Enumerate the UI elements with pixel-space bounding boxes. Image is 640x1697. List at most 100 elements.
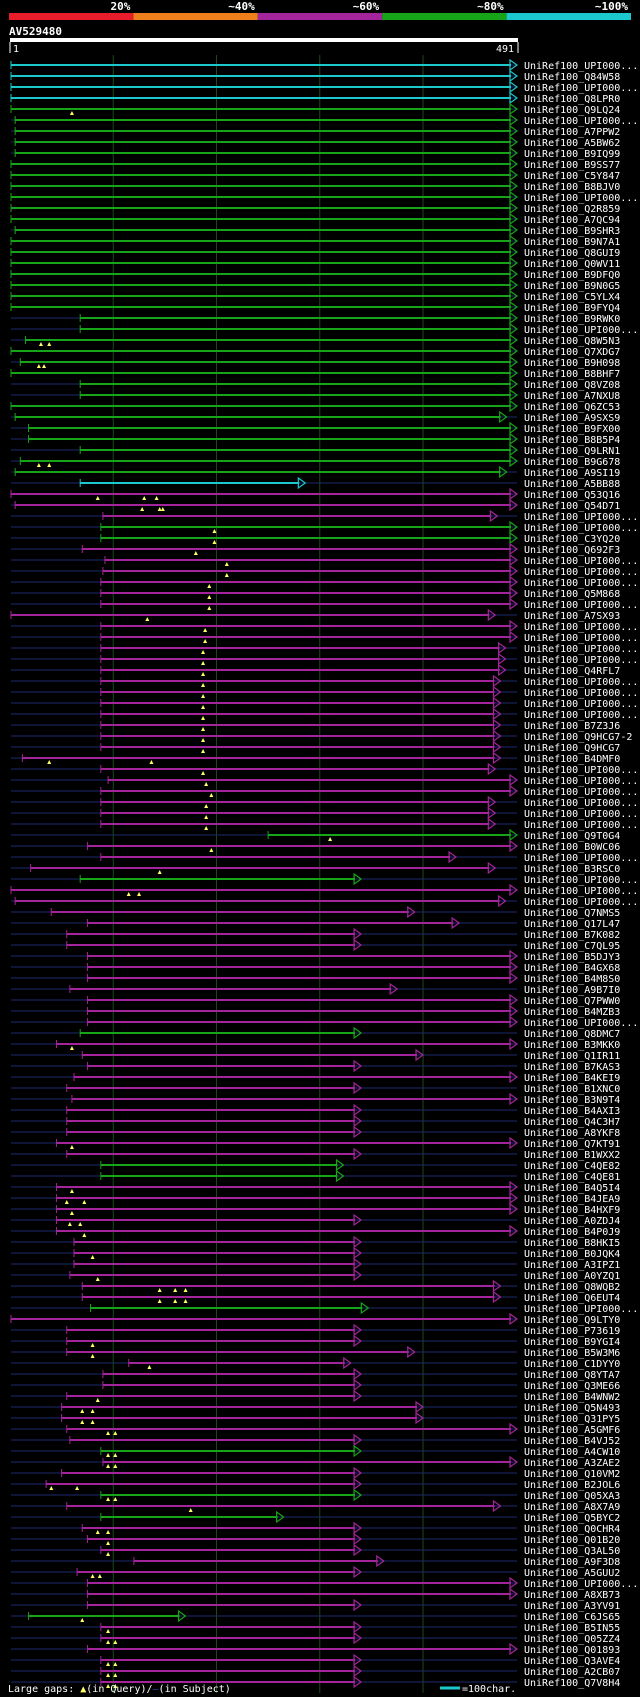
hit-label[interactable]: UniRef100_B4P0J9 [524,1227,620,1238]
hit-label[interactable]: UniRef100_Q9LRN1 [524,446,620,457]
hit-row[interactable]: UniRef100_B3RSC0 [11,861,620,875]
hit-row[interactable]: UniRef100_UPI000... [11,597,638,611]
hit-row[interactable]: UniRef100_Q05ZZ4 [11,1631,620,1645]
hit-row[interactable]: UniRef100_B4DMF0 [11,751,620,765]
hit-row[interactable]: UniRef100_UPI000... [11,652,638,666]
hit-label[interactable]: UniRef100_B4MZB3 [524,1007,620,1018]
hit-label[interactable]: UniRef100_B1WXX2 [524,1150,620,1161]
hit-row[interactable]: UniRef100_UPI000... [11,1015,638,1029]
hit-row[interactable]: UniRef100_B1XNC0 [11,1081,620,1095]
hit-label[interactable]: UniRef100_A7PPW2 [524,127,620,138]
hit-label[interactable]: UniRef100_UPI000... [524,1018,638,1029]
hit-label[interactable]: UniRef100_B4AXI3 [524,1106,620,1117]
hit-row[interactable]: UniRef100_Q8WQB2 [11,1279,620,1293]
hit-row[interactable]: UniRef100_UPI000... [11,795,638,809]
hit-label[interactable]: UniRef100_Q17L47 [524,919,620,930]
hit-row[interactable]: UniRef100_B5DJY3 [11,949,620,963]
hit-row[interactable]: UniRef100_Q3ME66 [11,1378,620,1392]
hit-label[interactable]: UniRef100_B1XNC0 [524,1084,620,1095]
hit-label[interactable]: UniRef100_UPI000... [524,116,638,127]
hit-row[interactable]: UniRef100_Q5BYC2 [11,1510,620,1524]
hit-label[interactable]: UniRef100_Q9HCG7-2 [524,732,632,743]
hit-row[interactable]: UniRef100_Q8DMC7 [11,1026,620,1040]
hit-row[interactable]: UniRef100_B4WNW2 [11,1389,620,1403]
hit-row[interactable]: UniRef100_B7K082 [11,927,620,941]
hit-label[interactable]: UniRef100_UPI000... [524,644,638,655]
hit-row[interactable]: UniRef100_A5BB88 [11,476,620,490]
hit-label[interactable]: UniRef100_UPI000... [524,1304,638,1315]
hit-label[interactable]: UniRef100_Q6ZC53 [524,402,620,413]
hit-label[interactable]: UniRef100_B4GX68 [524,963,620,974]
hit-label[interactable]: UniRef100_A9B7I0 [524,985,620,996]
hit-row[interactable]: UniRef100_UPI000... [11,817,638,831]
hit-row[interactable]: UniRef100_Q0CHR4 [11,1521,620,1535]
hit-row[interactable]: UniRef100_B4HXF9 [11,1202,620,1216]
hit-row[interactable]: UniRef100_UPI000... [11,322,638,336]
hit-label[interactable]: UniRef100_A3YV91 [524,1601,620,1612]
hit-label[interactable]: UniRef100_UPI000... [524,61,638,72]
hit-row[interactable]: UniRef100_UPI000... [11,894,638,908]
hit-label[interactable]: UniRef100_B9N0G5 [524,281,620,292]
hit-row[interactable]: UniRef100_Q8LPR0 [10,91,620,105]
hit-row[interactable]: UniRef100_Q7KT91 [11,1136,620,1150]
hit-label[interactable]: UniRef100_B9FX00 [524,424,620,435]
hit-row[interactable]: UniRef100_P73619 [11,1323,620,1337]
hit-row[interactable]: UniRef100_A7NXU8 [11,388,620,402]
hit-label[interactable]: UniRef100_A5BW62 [524,138,620,149]
hit-row[interactable]: UniRef100_Q8W5N3 [11,333,620,347]
hit-row[interactable]: UniRef100_A9SI19 [11,465,620,479]
hit-label[interactable]: UniRef100_UPI000... [524,820,638,831]
hit-row[interactable]: UniRef100_A7SX93 [10,608,620,622]
hit-row[interactable]: UniRef100_Q9HCG7 [11,740,620,754]
hit-label[interactable]: UniRef100_B9FYQ4 [524,303,620,314]
hit-label[interactable]: UniRef100_B4Q5I4 [524,1183,620,1194]
hit-label[interactable]: UniRef100_Q7V8H4 [524,1678,620,1689]
hit-label[interactable]: UniRef100_Q7PWW0 [524,996,620,1007]
hit-row[interactable]: UniRef100_Q54D71 [11,498,620,512]
hit-label[interactable]: UniRef100_Q9HCG7 [524,743,620,754]
hit-row[interactable]: UniRef100_Q9T0G4 [11,828,620,842]
hit-label[interactable]: UniRef100_B9IQ99 [524,149,620,160]
hit-label[interactable]: UniRef100_UPI000... [524,787,638,798]
hit-row[interactable]: UniRef100_A9SXS9 [11,410,620,424]
hit-label[interactable]: UniRef100_B9SHR3 [524,226,620,237]
hit-row[interactable]: UniRef100_B7Z3J6 [11,718,620,732]
hit-row[interactable]: UniRef100_C3YQ20 [11,531,620,545]
hit-label[interactable]: UniRef100_A9SI19 [524,468,620,479]
hit-row[interactable]: UniRef100_Q5N493 [11,1400,620,1414]
hit-label[interactable]: UniRef100_B9YGI4 [524,1337,620,1348]
hit-label[interactable]: UniRef100_UPI000... [524,875,638,886]
hit-row[interactable]: UniRef100_B5IN55 [11,1620,620,1634]
hit-row[interactable]: UniRef100_UPI000... [11,575,638,589]
hit-label[interactable]: UniRef100_UPI000... [524,710,638,721]
hit-label[interactable]: UniRef100_Q54D71 [524,501,620,512]
hit-label[interactable]: UniRef100_B4VJ52 [524,1436,620,1447]
hit-row[interactable]: UniRef100_UPI000... [11,872,638,886]
hit-label[interactable]: UniRef100_Q8WQB2 [524,1282,620,1293]
hit-label[interactable]: UniRef100_UPI000... [524,688,638,699]
hit-label[interactable]: UniRef100_UPI000... [524,523,638,534]
hit-label[interactable]: UniRef100_B7KAS3 [524,1062,620,1073]
hit-label[interactable]: UniRef100_UPI000... [524,798,638,809]
hit-label[interactable]: UniRef100_B3MKK0 [524,1040,620,1051]
hit-label[interactable]: UniRef100_Q05XA3 [524,1491,620,1502]
hit-row[interactable]: UniRef100_B9G678 [11,454,620,468]
hit-label[interactable]: UniRef100_A4CW10 [524,1447,620,1458]
hit-row[interactable]: UniRef100_A0ZDJ4 [11,1213,620,1227]
hit-label[interactable]: UniRef100_C3YQ20 [524,534,620,545]
hit-label[interactable]: UniRef100_A7NXU8 [524,391,620,402]
hit-row[interactable]: UniRef100_B9RWK0 [11,311,620,325]
hit-label[interactable]: UniRef100_B4KEI9 [524,1073,620,1084]
hit-row[interactable]: UniRef100_Q8VZ08 [11,377,620,391]
hit-label[interactable]: UniRef100_Q05ZZ4 [524,1634,620,1645]
hit-row[interactable]: UniRef100_UPI000... [11,520,638,534]
hit-label[interactable]: UniRef100_UPI000... [524,765,638,776]
hit-label[interactable]: UniRef100_B9G678 [524,457,620,468]
hit-label[interactable]: UniRef100_Q5BYC2 [524,1513,620,1524]
hit-label[interactable]: UniRef100_UPI000... [524,776,638,787]
hit-row[interactable]: UniRef100_B9SS77 [10,157,620,171]
hit-row[interactable]: UniRef100_Q6EUT4 [11,1290,620,1304]
hit-row[interactable]: UniRef100_Q53Q16 [10,487,620,501]
hit-label[interactable]: UniRef100_Q8W5N3 [524,336,620,347]
hit-row[interactable]: UniRef100_B9FYQ4 [10,300,620,314]
